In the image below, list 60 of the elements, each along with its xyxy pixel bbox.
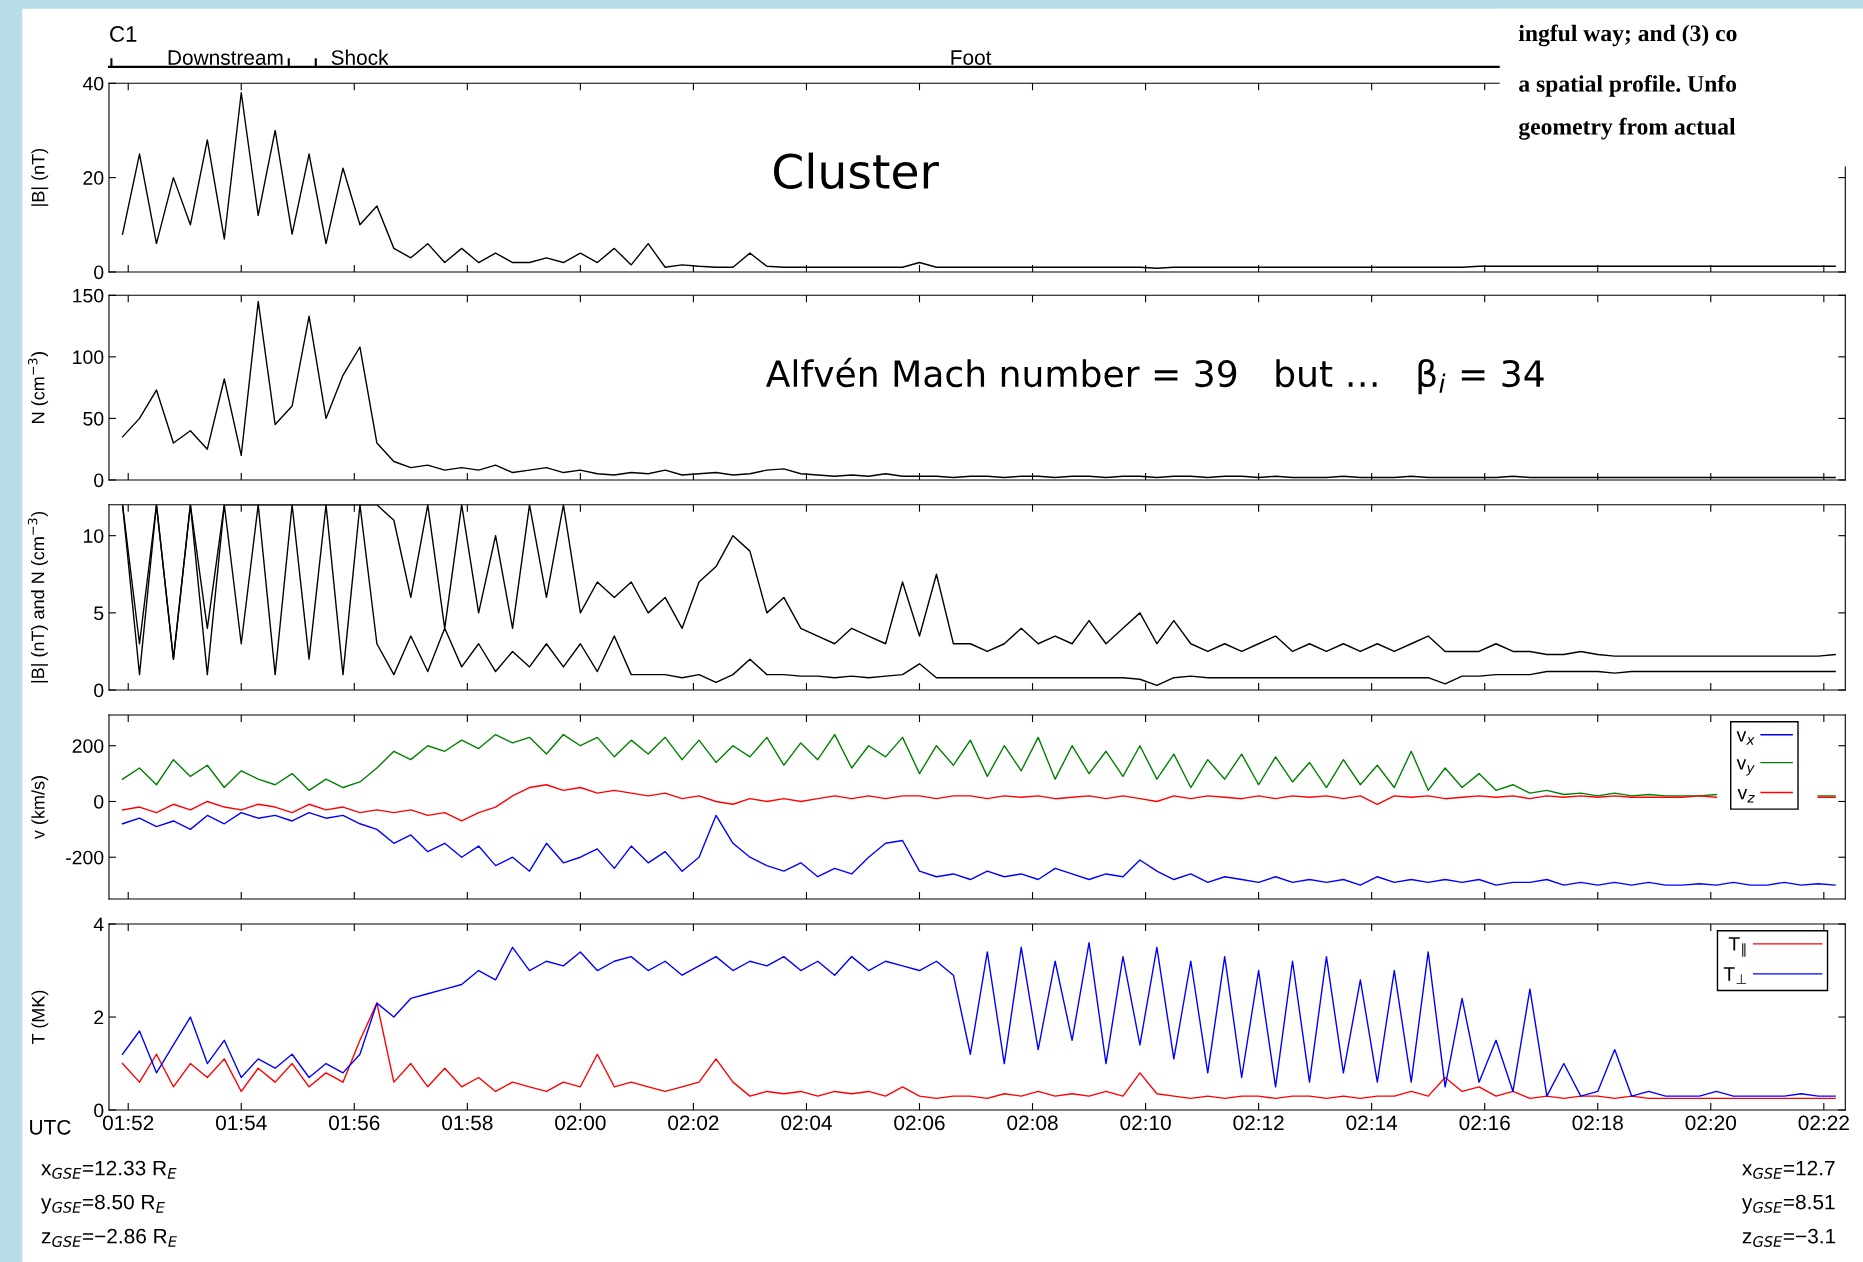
text: y$_{GSE}$=8.51 — [1741, 1194, 1835, 1214]
series-label: v$_{z}$ — [1737, 789, 1755, 803]
line-series — [121, 1002, 1836, 1100]
x-tick-label: 01:58 — [442, 1115, 493, 1131]
legend-label: v$_{x}$ — [1736, 731, 1755, 745]
x-tick-label: 02:18 — [1572, 1115, 1623, 1131]
y-tick-label: 0 — [94, 794, 104, 809]
y-tick-label: 2 — [94, 1010, 104, 1025]
x-tick-label: 01:52 — [102, 1115, 154, 1131]
y-tick-label: 0 — [94, 683, 104, 698]
y-tick-label: 40 — [82, 76, 104, 91]
x-tick-label: 01:56 — [329, 1115, 380, 1131]
text: Shock — [331, 49, 389, 65]
line-series — [121, 811, 1836, 886]
y-axis-title: |B| (nT) and N (cm$^{−3}$) — [27, 511, 48, 683]
annotation: a spatial profile. Unfo — [1519, 74, 1737, 97]
text: y$_{GSE}$=8.50 R$_{E}$ — [41, 1194, 165, 1214]
y-axis-title: v (km/s) — [31, 776, 49, 840]
x-tick-label: 01:54 — [215, 1115, 267, 1131]
y-tick-label: 50 — [83, 411, 104, 426]
y-tick-label: 4 — [93, 917, 104, 932]
y-axis-title: N (cm$^{−3}$) — [27, 352, 49, 423]
annotation: Cluster — [773, 152, 939, 190]
x-tick-label: 02:02 — [668, 1115, 719, 1131]
text: x$_{GSE}$=12.7 — [1742, 1160, 1835, 1179]
text: ingful way; and (3) co — [1518, 24, 1737, 47]
y-tick-label: -200 — [66, 850, 104, 865]
text: z$_{GSE}$=−3.1 — [1742, 1228, 1836, 1247]
x-tick-label: 02:00 — [555, 1115, 606, 1131]
y-tick-label: 0 — [94, 473, 104, 488]
chart-title: C1 — [110, 26, 137, 42]
x-tick-label: 02:04 — [781, 1115, 832, 1131]
x-tick-label: 02:14 — [1346, 1115, 1398, 1131]
annotation: Alfvén Mach number = 39 but … β$_{i}$ = 34 — [765, 357, 1544, 395]
x-axis-title: UTC — [30, 1119, 71, 1135]
x-tick-label: 02:20 — [1685, 1115, 1737, 1131]
annotation: geometry from actual — [1518, 117, 1736, 140]
y-tick-label: 150 — [73, 288, 104, 303]
x-tick-label: 02:22 — [1798, 1115, 1849, 1131]
y-tick-label: 5 — [94, 606, 104, 621]
text: z$_{GSE}$=−2.86 R$_{E}$ — [41, 1228, 178, 1247]
y-axis-title: |B| (nT) — [31, 148, 49, 206]
y-tick-label: 0 — [94, 265, 104, 280]
y-tick-label: 20 — [83, 171, 104, 185]
y-tick-label: 200 — [72, 739, 104, 753]
text: Foot — [951, 50, 992, 65]
x-tick-label: 02:06 — [894, 1115, 945, 1131]
x-tick-label: 02:10 — [1120, 1115, 1171, 1131]
x-tick-label: 02:08 — [1007, 1115, 1058, 1131]
y-tick-label: 100 — [73, 350, 104, 365]
x-tick-label: 02:12 — [1233, 1115, 1284, 1131]
y-axis-title: T (MK) — [31, 990, 49, 1045]
legend-label: v$_{y}$ — [1736, 759, 1755, 776]
y-tick-label: 10 — [83, 529, 104, 543]
text: Downstream — [168, 50, 283, 65]
legend-label: T$_{∥}$ — [1728, 937, 1746, 957]
legend-label: T$_{⊥}$ — [1723, 967, 1747, 984]
y-tick-label: 0 — [94, 1103, 104, 1118]
text: x$_{GSE}$=12.33 R$_{E}$ — [41, 1160, 177, 1179]
x-tick-label: 02:16 — [1459, 1115, 1510, 1131]
